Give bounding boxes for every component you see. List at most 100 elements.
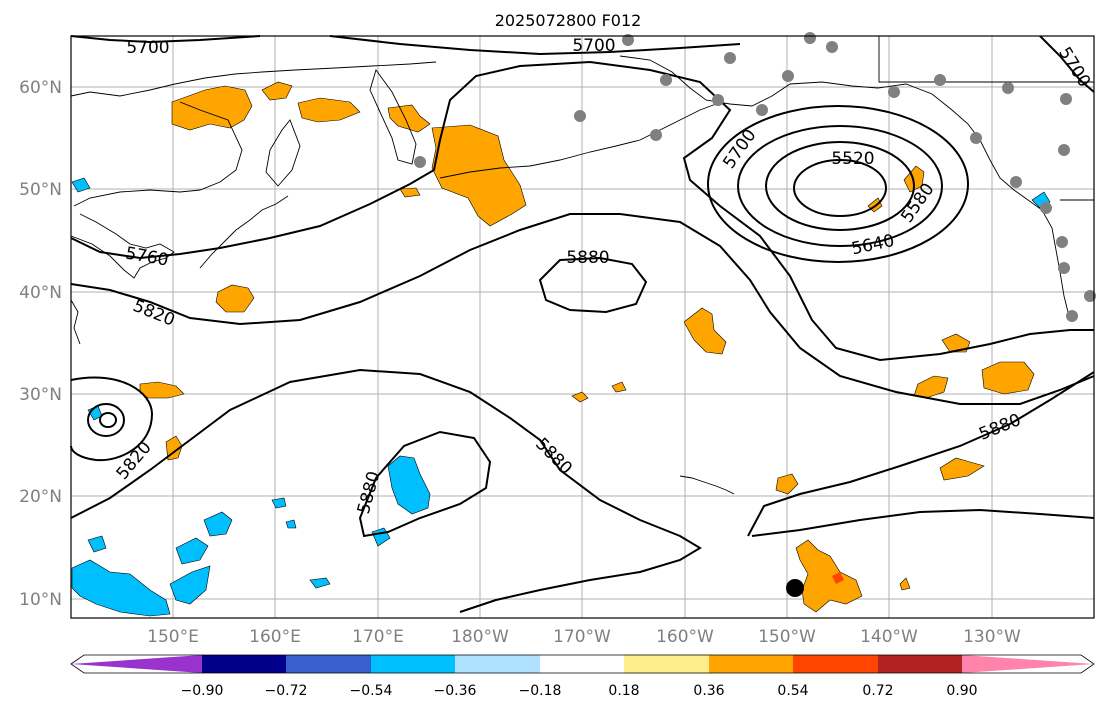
hawaii-islands	[679, 475, 735, 495]
lon-label: 180°W	[451, 627, 509, 647]
kamchatka-coast	[369, 69, 417, 165]
contour-5760	[70, 60, 1094, 362]
colorbar-segments	[70, 654, 1095, 674]
latitude-labels: 60°N 50°N 40°N 30°N 20°N 10°N	[19, 78, 62, 610]
colorbar-tick: −0.90	[181, 683, 224, 699]
colorbar-tick: −0.54	[350, 683, 393, 699]
anomaly-region-east-d	[939, 457, 985, 481]
contour-5880-east	[747, 371, 1095, 537]
anomaly-region-central-b	[571, 391, 589, 403]
station-dot	[1058, 144, 1070, 156]
lon-label: 150°W	[758, 627, 816, 647]
colorbar-segment	[624, 655, 709, 673]
contour-5520	[793, 159, 887, 217]
station-dot	[712, 94, 724, 106]
contour-small-low-inner	[99, 412, 117, 428]
station-dot	[1056, 236, 1068, 248]
asia-coast	[70, 61, 437, 97]
station-dot	[414, 156, 426, 168]
anomaly-region-east-a	[941, 333, 971, 353]
lon-label: 130°W	[963, 627, 1021, 647]
strong-anomaly-spot	[832, 572, 844, 584]
contour-small-low-outer	[87, 403, 125, 437]
anomaly-region-neg-west-edge	[71, 177, 91, 193]
colorbar-extend-max	[962, 655, 1094, 673]
contour-5820-west-low	[70, 376, 154, 462]
station-dot	[1084, 290, 1096, 302]
contour-5700-east	[1039, 35, 1095, 93]
station-dot	[804, 32, 816, 44]
contour-5700-gulf	[707, 105, 969, 263]
colorbar-tick: 0.54	[777, 683, 808, 699]
station-dot	[724, 52, 736, 64]
colorbar-tick: 0.18	[608, 683, 639, 699]
anomaly-region-central-c	[611, 381, 627, 393]
anomaly-region-neg-sw-e	[87, 535, 107, 553]
height-contours	[70, 35, 1095, 613]
colorbar-tick: 0.90	[946, 683, 977, 699]
station-dot	[782, 70, 794, 82]
anomaly-region-central-a	[683, 307, 727, 355]
lat-label: 50°N	[19, 180, 62, 200]
station-dot	[574, 110, 586, 122]
siberia-coast	[73, 101, 243, 207]
colorbar-segment	[540, 655, 624, 673]
station-dot	[1040, 202, 1052, 214]
colorbar-segment	[793, 655, 878, 673]
anomaly-region-siberia-b	[261, 81, 293, 101]
lat-label: 60°N	[19, 78, 62, 98]
station-dot	[1066, 310, 1078, 322]
lon-label: 160°E	[249, 627, 301, 647]
contour-5880-high	[538, 256, 648, 314]
anomaly-region-okhotsk	[297, 97, 361, 123]
anomaly-region-siberia-a	[171, 85, 253, 131]
contour-label: 5520	[831, 149, 874, 169]
korea-coast	[70, 299, 81, 345]
sakhalin-coast	[265, 119, 301, 187]
map-panel: 5700 5700 5700 5700 5520 5580 5640 5760 …	[70, 32, 1096, 619]
lat-label: 30°N	[19, 385, 62, 405]
contour-5880-central	[358, 430, 492, 538]
station-dot	[1060, 93, 1072, 105]
lon-label: 150°E	[147, 627, 199, 647]
contour-label: 5700	[572, 36, 615, 56]
contour-5700-north	[70, 35, 741, 56]
anomaly-region-neg-sw-c	[203, 511, 233, 537]
colorbar-segment	[455, 655, 540, 673]
station-dot	[826, 41, 838, 53]
contour-5880-main	[70, 368, 702, 613]
highlighted-location-marker	[786, 579, 804, 597]
canada-border	[878, 36, 1094, 83]
station-dot	[1010, 176, 1022, 188]
anomaly-region-south-c	[899, 577, 911, 591]
station-dot	[1058, 262, 1070, 274]
anomaly-region-neg-sw-b	[175, 537, 209, 565]
lon-label: 170°W	[553, 627, 611, 647]
anomaly-region-small-a	[399, 187, 421, 198]
contour-5880-east-lower	[751, 508, 1095, 537]
colorbar-tick-labels: −0.90 −0.72 −0.54 −0.36 −0.18 0.18 0.36 …	[181, 683, 978, 699]
contour-label: 5880	[566, 248, 609, 268]
station-dot	[756, 104, 768, 116]
station-dot	[650, 129, 662, 141]
colorbar-extend-min	[71, 655, 202, 673]
colorbar-segment	[878, 655, 962, 673]
kuril-islands	[199, 195, 289, 269]
anomaly-region-kamchatka	[387, 104, 431, 133]
map-border	[70, 35, 1095, 619]
contour-5640	[737, 125, 943, 247]
figure-title: 2025072800 F012	[495, 11, 642, 30]
anomaly-region-neg-sw-a	[71, 559, 171, 617]
station-markers	[414, 32, 1096, 322]
contour-5820	[70, 213, 1095, 405]
colorbar-tick: −0.72	[265, 683, 308, 699]
station-dot	[660, 74, 672, 86]
station-dot	[622, 34, 634, 46]
colorbar-segment	[709, 655, 793, 673]
colorbar-segment	[286, 655, 371, 673]
colorbar: −0.90 −0.72 −0.54 −0.36 −0.18 0.18 0.36 …	[70, 654, 1095, 699]
lon-label: 160°W	[656, 627, 714, 647]
station-dot	[1002, 82, 1014, 94]
lat-label: 10°N	[19, 590, 62, 610]
longitude-labels: 150°E 160°E 170°E 180°W 170°W 160°W 150°…	[147, 627, 1021, 647]
